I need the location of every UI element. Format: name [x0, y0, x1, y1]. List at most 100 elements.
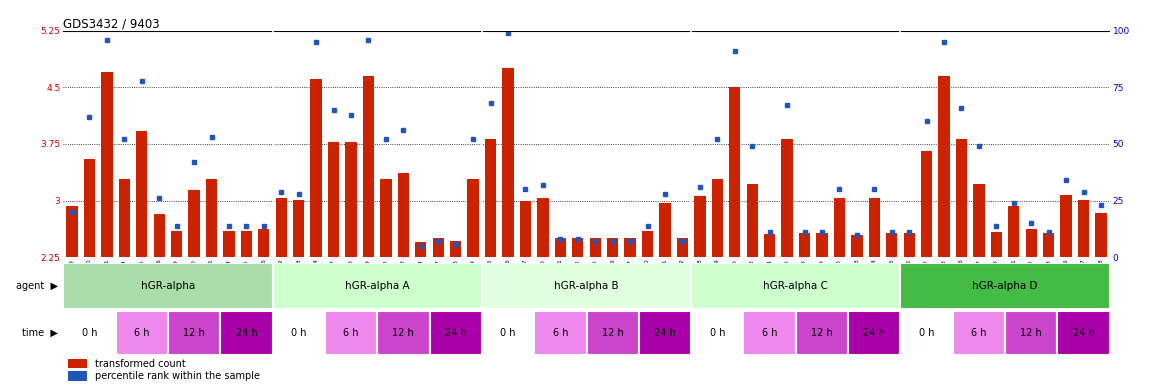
- Bar: [781, 139, 792, 257]
- Bar: [276, 198, 288, 257]
- Bar: [849, 311, 900, 355]
- Bar: [764, 234, 775, 257]
- Text: 12 h: 12 h: [392, 328, 414, 338]
- Text: 0 h: 0 h: [919, 328, 934, 338]
- Bar: [63, 263, 273, 309]
- Bar: [1009, 206, 1020, 257]
- Bar: [377, 311, 430, 355]
- Bar: [956, 139, 967, 257]
- Text: 0 h: 0 h: [291, 328, 306, 338]
- Bar: [746, 184, 758, 257]
- Bar: [691, 263, 900, 309]
- Bar: [1078, 200, 1089, 257]
- Bar: [273, 263, 482, 309]
- Text: 12 h: 12 h: [601, 328, 623, 338]
- Text: hGR-alpha D: hGR-alpha D: [973, 281, 1037, 291]
- Bar: [310, 79, 322, 257]
- Text: 12 h: 12 h: [811, 328, 833, 338]
- Text: 12 h: 12 h: [1020, 328, 1042, 338]
- Bar: [743, 311, 796, 355]
- Bar: [221, 311, 273, 355]
- Text: 24 h: 24 h: [236, 328, 258, 338]
- Bar: [485, 139, 497, 257]
- Bar: [1043, 233, 1055, 257]
- Bar: [816, 233, 828, 257]
- Bar: [432, 238, 444, 257]
- Bar: [572, 238, 583, 257]
- Bar: [921, 151, 933, 257]
- Bar: [415, 242, 427, 257]
- Bar: [952, 311, 1005, 355]
- Text: 6 h: 6 h: [135, 328, 150, 338]
- Bar: [362, 76, 374, 257]
- Bar: [834, 198, 845, 257]
- Bar: [1005, 311, 1058, 355]
- Bar: [639, 311, 691, 355]
- Bar: [69, 371, 87, 381]
- Bar: [586, 311, 639, 355]
- Text: 24 h: 24 h: [445, 328, 467, 338]
- Bar: [430, 311, 482, 355]
- Bar: [206, 179, 217, 257]
- Bar: [938, 76, 950, 257]
- Text: 6 h: 6 h: [972, 328, 987, 338]
- Bar: [450, 241, 461, 257]
- Bar: [886, 233, 897, 257]
- Bar: [691, 311, 744, 355]
- Bar: [990, 232, 1002, 257]
- Text: percentile rank within the sample: percentile rank within the sample: [94, 371, 260, 381]
- Bar: [223, 231, 235, 257]
- Bar: [729, 87, 741, 257]
- Bar: [712, 179, 723, 257]
- Bar: [84, 159, 95, 257]
- Bar: [240, 231, 252, 257]
- Bar: [293, 200, 305, 257]
- Bar: [534, 311, 586, 355]
- Text: hGR-alpha A: hGR-alpha A: [345, 281, 409, 291]
- Text: 0 h: 0 h: [500, 328, 515, 338]
- Bar: [900, 263, 1110, 309]
- Bar: [63, 311, 115, 355]
- Bar: [973, 184, 984, 257]
- Bar: [101, 72, 113, 257]
- Bar: [398, 174, 409, 257]
- Bar: [273, 311, 324, 355]
- Bar: [115, 311, 168, 355]
- Text: time  ▶: time ▶: [22, 328, 58, 338]
- Text: 24 h: 24 h: [864, 328, 886, 338]
- Bar: [799, 233, 811, 257]
- Text: 6 h: 6 h: [344, 328, 359, 338]
- Bar: [482, 263, 691, 309]
- Bar: [1095, 214, 1106, 257]
- Bar: [624, 238, 636, 257]
- Text: hGR-alpha B: hGR-alpha B: [554, 281, 619, 291]
- Bar: [168, 311, 220, 355]
- Bar: [189, 190, 200, 257]
- Bar: [136, 131, 147, 257]
- Bar: [900, 311, 952, 355]
- Text: hGR-alpha C: hGR-alpha C: [764, 281, 828, 291]
- Text: 6 h: 6 h: [762, 328, 777, 338]
- Bar: [520, 200, 531, 257]
- Text: 0 h: 0 h: [710, 328, 724, 338]
- Bar: [695, 196, 706, 257]
- Bar: [642, 231, 653, 257]
- Bar: [1060, 195, 1072, 257]
- Bar: [325, 311, 377, 355]
- Bar: [67, 206, 78, 257]
- Bar: [1026, 229, 1037, 257]
- Bar: [851, 235, 862, 257]
- Bar: [69, 359, 87, 368]
- Text: transformed count: transformed count: [94, 359, 185, 369]
- Bar: [345, 142, 356, 257]
- Bar: [1058, 311, 1110, 355]
- Text: 12 h: 12 h: [183, 328, 205, 338]
- Text: hGR-alpha: hGR-alpha: [140, 281, 196, 291]
- Bar: [676, 238, 688, 257]
- Bar: [659, 203, 670, 257]
- Text: 24 h: 24 h: [1073, 328, 1095, 338]
- Bar: [868, 198, 880, 257]
- Text: agent  ▶: agent ▶: [15, 281, 58, 291]
- Bar: [118, 179, 130, 257]
- Bar: [171, 231, 183, 257]
